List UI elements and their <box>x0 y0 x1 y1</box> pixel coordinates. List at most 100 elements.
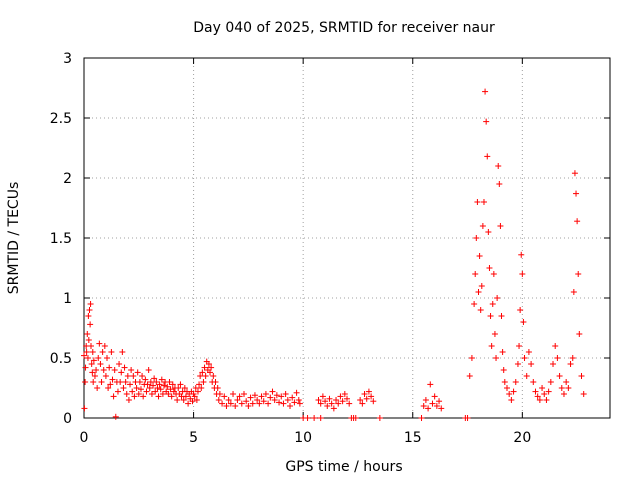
data-point <box>476 253 483 259</box>
data-point <box>158 376 165 383</box>
plot-frame <box>83 57 611 419</box>
data-point <box>214 385 221 391</box>
data-point <box>90 379 97 385</box>
data-point <box>528 361 535 367</box>
data-point <box>140 393 147 400</box>
data-point <box>123 391 130 397</box>
data-point <box>240 391 247 397</box>
data-point <box>196 381 203 388</box>
data-point <box>120 385 127 391</box>
data-point <box>503 385 510 391</box>
data-point <box>232 403 239 409</box>
data-point <box>337 393 344 400</box>
data-point <box>490 271 497 277</box>
data-point <box>212 379 219 385</box>
data-point <box>466 373 473 379</box>
data-point <box>495 163 502 169</box>
data-point <box>199 369 206 376</box>
data-point <box>420 403 427 409</box>
data-point <box>114 388 121 395</box>
data-point <box>317 400 324 407</box>
data-point <box>536 397 543 403</box>
data-point <box>496 181 503 187</box>
data-point <box>136 379 143 385</box>
data-point <box>87 301 94 307</box>
data-point <box>260 398 267 405</box>
data-point <box>151 375 158 382</box>
chart-title: Day 040 of 2025, SRMTID for receiver nau… <box>193 20 495 36</box>
data-point <box>267 394 274 401</box>
data-point <box>269 388 276 395</box>
data-point <box>278 393 285 400</box>
data-point <box>192 385 199 391</box>
data-point <box>121 364 128 371</box>
data-point <box>104 355 111 361</box>
data-point <box>87 321 94 328</box>
data-point <box>293 389 300 396</box>
x-tick-label: 20 <box>513 430 531 446</box>
data-point <box>262 391 269 397</box>
data-point <box>499 349 506 355</box>
y-tick-label: 1.5 <box>50 231 72 247</box>
data-point <box>258 393 265 400</box>
data-point <box>147 379 154 385</box>
data-point <box>322 398 329 405</box>
data-point <box>576 331 583 337</box>
data-point <box>234 397 241 403</box>
data-point <box>516 343 523 349</box>
data-point <box>429 400 436 407</box>
data-point <box>167 386 174 393</box>
data-point <box>85 313 92 319</box>
data-point <box>333 397 340 403</box>
data-point <box>530 379 537 385</box>
x-tick-label: 10 <box>294 430 312 446</box>
x-tick-labels: 0 5 10 15 20 <box>80 430 532 446</box>
data-point <box>83 349 90 355</box>
data-point <box>146 385 153 391</box>
data-point <box>193 397 200 403</box>
data-point <box>517 307 524 313</box>
data-point <box>539 385 546 391</box>
data-point <box>160 382 167 389</box>
data-point <box>106 364 113 371</box>
data-point <box>295 397 302 403</box>
y-tick-label: 0.5 <box>50 351 72 367</box>
data-point <box>150 382 157 389</box>
y-tick-label: 2.5 <box>50 111 72 127</box>
data-point <box>202 373 209 379</box>
data-point <box>518 251 525 258</box>
data-point <box>494 295 501 301</box>
data-point <box>346 400 353 407</box>
data-point <box>480 199 487 205</box>
data-point <box>498 313 505 319</box>
data-point <box>225 397 232 403</box>
data-point <box>95 355 102 361</box>
data-point <box>100 367 107 373</box>
data-point <box>422 397 429 403</box>
data-point <box>197 373 204 379</box>
data-point <box>249 400 256 407</box>
data-point <box>89 369 96 376</box>
data-point <box>157 386 164 393</box>
data-point <box>105 385 112 391</box>
x-axis-label: GPS time / hours <box>285 459 402 475</box>
data-point <box>215 397 222 403</box>
data-point <box>134 369 141 376</box>
data-point <box>352 415 359 421</box>
data-point <box>159 391 166 397</box>
data-point <box>210 373 217 379</box>
data-point <box>510 388 517 395</box>
data-point <box>464 415 471 421</box>
data-point <box>254 397 261 403</box>
data-point <box>124 373 131 379</box>
data-point <box>109 376 116 383</box>
data-point <box>550 361 557 367</box>
data-point <box>230 391 237 397</box>
data-point <box>85 337 92 343</box>
data-point <box>127 381 134 388</box>
x-tick-label: 0 <box>80 430 89 446</box>
data-point <box>165 391 172 397</box>
data-point <box>370 398 377 405</box>
data-point <box>473 235 480 241</box>
